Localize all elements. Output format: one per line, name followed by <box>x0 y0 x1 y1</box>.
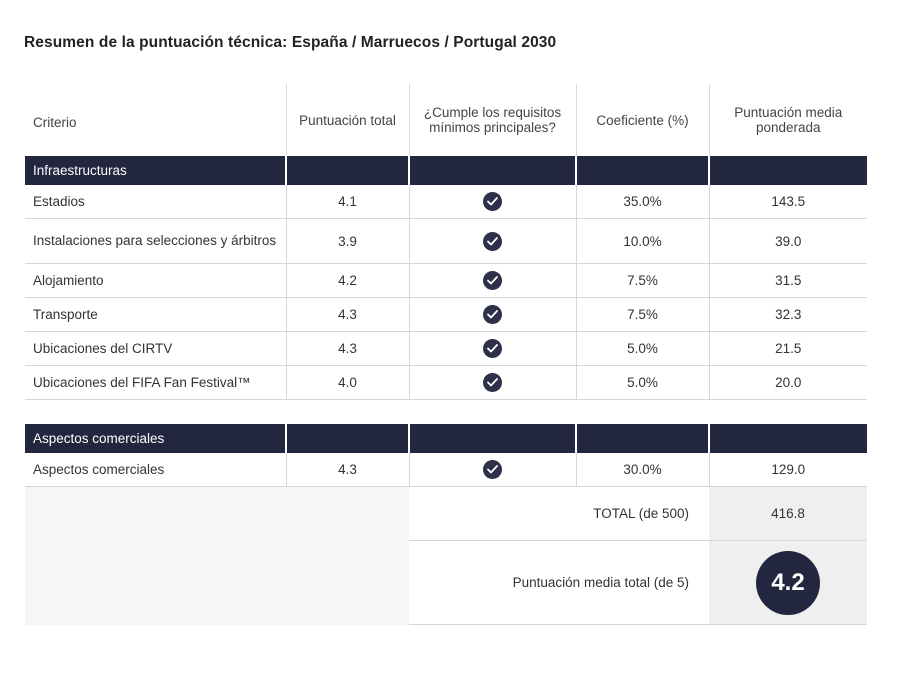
section-header-row: Aspectos comerciales <box>25 424 867 453</box>
criterio-cell: Ubicaciones del CIRTV <box>25 331 287 366</box>
cumple-cell <box>409 184 577 219</box>
coeficiente-cell: 7.5% <box>576 297 710 332</box>
check-circle-icon <box>483 305 502 324</box>
coeficiente-cell: 7.5% <box>576 263 710 298</box>
table-row: Aspectos comerciales 4.3 30.0% 129.0 <box>25 452 867 487</box>
criterio-cell: Alojamiento <box>25 263 287 298</box>
ponderada-cell: 143.5 <box>709 184 867 219</box>
cumple-cell <box>409 263 577 298</box>
coeficiente-cell: 5.0% <box>576 365 710 400</box>
ponderada-cell: 129.0 <box>709 452 867 487</box>
total-row: TOTAL (de 500) 416.8 <box>25 486 867 625</box>
cumple-cell <box>409 297 577 332</box>
cumple-cell <box>409 331 577 366</box>
criterio-cell: Transporte <box>25 297 287 332</box>
section-name: Infraestructuras <box>25 156 287 185</box>
table-header-row: Criterio Puntuación total ¿Cumple los re… <box>25 84 867 156</box>
criterio-cell: Ubicaciones del FIFA Fan Festival™ <box>25 365 287 400</box>
total-value: 416.8 <box>709 486 867 541</box>
check-circle-icon <box>483 460 502 479</box>
puntuacion-total-cell: 3.9 <box>286 218 410 264</box>
coeficiente-cell: 35.0% <box>576 184 710 219</box>
table-row: Ubicaciones del FIFA Fan Festival™ 4.0 5.0… <box>25 365 867 400</box>
check-circle-icon <box>483 271 502 290</box>
ponderada-cell: 21.5 <box>709 331 867 366</box>
table-row: Instalaciones para selecciones y árbitro… <box>25 218 867 264</box>
average-label: Puntuación media total (de 5) <box>409 540 709 625</box>
puntuacion-total-cell: 4.1 <box>286 184 410 219</box>
table-row: Alojamiento 4.2 7.5% 31.5 <box>25 263 867 298</box>
section-spacer <box>25 400 867 425</box>
header-ponderada: Puntuación media ponderada <box>734 105 843 135</box>
coeficiente-cell: 10.0% <box>576 218 710 264</box>
puntuacion-total-cell: 4.0 <box>286 365 410 400</box>
page-title: Resumen de la puntuación técnica: España… <box>24 34 557 51</box>
score-table: Criterio Puntuación total ¿Cumple los re… <box>25 84 867 625</box>
ponderada-cell: 32.3 <box>709 297 867 332</box>
puntuacion-total-cell: 4.3 <box>286 452 410 487</box>
table-body: Infraestructuras Estadios 4.1 35.0% 143.5 Ins… <box>25 156 867 625</box>
cumple-cell <box>409 365 577 400</box>
puntuacion-total-cell: 4.2 <box>286 263 410 298</box>
criterio-cell: Aspectos comerciales <box>25 452 287 487</box>
puntuacion-total-cell: 4.3 <box>286 297 410 332</box>
table-row: Ubicaciones del CIRTV 4.3 5.0% 21.5 <box>25 331 867 366</box>
average-score-badge: 4.2 <box>756 550 820 615</box>
check-circle-icon <box>483 192 502 211</box>
criterio-cell: Instalaciones para selecciones y árbitro… <box>25 218 287 264</box>
header-puntuacion-total: Puntuación total <box>286 84 410 156</box>
check-circle-icon <box>483 373 502 392</box>
coeficiente-cell: 30.0% <box>576 452 710 487</box>
ponderada-cell: 39.0 <box>709 218 867 264</box>
section-header-row: Infraestructuras <box>25 156 867 185</box>
header-criterio: Criterio <box>25 84 287 156</box>
header-coeficiente: Coeficiente (%) <box>576 84 710 156</box>
table-row: Estadios 4.1 35.0% 143.5 <box>25 184 867 219</box>
section-name: Aspectos comerciales <box>25 424 287 453</box>
cumple-cell <box>409 218 577 264</box>
criterio-cell: Estadios <box>25 184 287 219</box>
header-cumple: ¿Cumple los requisitos mínimos principal… <box>409 84 577 156</box>
ponderada-cell: 20.0 <box>709 365 867 400</box>
check-circle-icon <box>483 231 502 251</box>
average-row: Puntuación media total (de 5) 4.2 <box>25 540 867 625</box>
table-row: Transporte 4.3 7.5% 32.3 <box>25 297 867 332</box>
total-label: TOTAL (de 500) <box>409 486 709 541</box>
check-circle-icon <box>483 339 502 358</box>
cumple-cell <box>409 452 577 487</box>
puntuacion-total-cell: 4.3 <box>286 331 410 366</box>
coeficiente-cell: 5.0% <box>576 331 710 366</box>
ponderada-cell: 31.5 <box>709 263 867 298</box>
